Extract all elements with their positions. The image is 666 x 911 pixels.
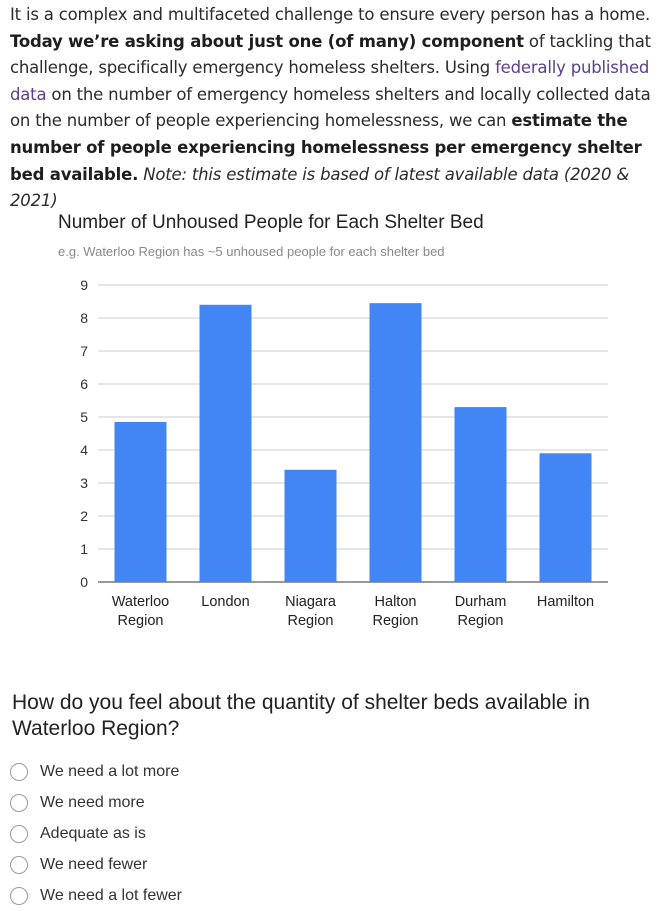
option-label: We need more [40, 793, 145, 811]
option-label: Adequate as is [40, 824, 146, 842]
x-tick-label: Region [118, 613, 164, 629]
option-label: We need a lot fewer [40, 886, 183, 904]
y-tick-label: 2 [80, 508, 88, 524]
y-tick-label: 1 [80, 541, 88, 557]
bar [199, 304, 252, 582]
y-tick-label: 8 [80, 310, 88, 326]
x-tick-label: London [201, 594, 249, 610]
x-tick-label: Region [458, 613, 504, 629]
bar [369, 303, 422, 582]
option-fewer[interactable]: We need fewer [10, 849, 182, 880]
bar [454, 407, 507, 582]
y-tick-label: 9 [80, 277, 88, 293]
radio-button[interactable] [10, 824, 28, 843]
intro-note: Note: this estimate is based of latest a… [10, 164, 629, 211]
radio-button[interactable] [10, 855, 28, 874]
option-label: We need a lot more [40, 762, 180, 780]
radio-button[interactable] [10, 886, 28, 905]
radio-button[interactable] [10, 762, 28, 781]
answer-options: We need a lot more We need more Adequate… [10, 756, 182, 911]
survey-question: How do you feel about the quantity of sh… [12, 691, 590, 740]
intro-text-1: It is a complex and multifaceted challen… [10, 5, 651, 24]
option-adequate[interactable]: Adequate as is [10, 818, 182, 849]
bar-chart: 0 1 2 3 4 5 6 7 8 9 Waterloo Region London Niagara Reg… [80, 277, 608, 629]
x-tick-label: Niagara [285, 594, 337, 610]
option-a-lot-more[interactable]: We need a lot more [10, 756, 182, 787]
bar [284, 469, 337, 582]
x-tick-label: Waterloo [112, 594, 169, 610]
x-tick-label: Region [373, 613, 419, 629]
intro-bold-1: Today we’re asking about just one (of ma… [10, 31, 524, 51]
y-tick-label: 4 [80, 442, 88, 458]
x-tick-label: Durham [455, 594, 507, 610]
chart-title: Number of Unhoused People for Each Shelt… [58, 212, 484, 233]
option-more[interactable]: We need more [10, 787, 182, 818]
y-tick-label: 0 [80, 574, 88, 590]
y-tick-label: 3 [80, 475, 88, 491]
intro-paragraph: It is a complex and multifaceted challen… [10, 2, 660, 215]
intro-text-2: of tackling that challenge, specifically… [10, 31, 651, 78]
radio-button[interactable] [10, 793, 28, 812]
y-tick-label: 6 [80, 376, 88, 392]
x-tick-label: Region [288, 613, 334, 629]
y-tick-label: 7 [80, 343, 88, 359]
chart-subtitle: e.g. Waterloo Region has ~5 unhoused peo… [58, 244, 445, 259]
bar [114, 421, 167, 582]
federal-data-link[interactable]: federally published data [10, 58, 650, 104]
intro-text-3: on the number of emergency homeless shel… [10, 84, 651, 131]
bar [539, 453, 592, 582]
y-tick-label: 5 [80, 409, 88, 425]
x-tick-label: Halton [375, 594, 417, 610]
option-a-lot-fewer[interactable]: We need a lot fewer [10, 880, 182, 911]
option-label: We need fewer [40, 855, 148, 873]
x-tick-label: Hamilton [537, 594, 594, 610]
intro-bold-2: estimate the number of people experienci… [10, 111, 642, 184]
